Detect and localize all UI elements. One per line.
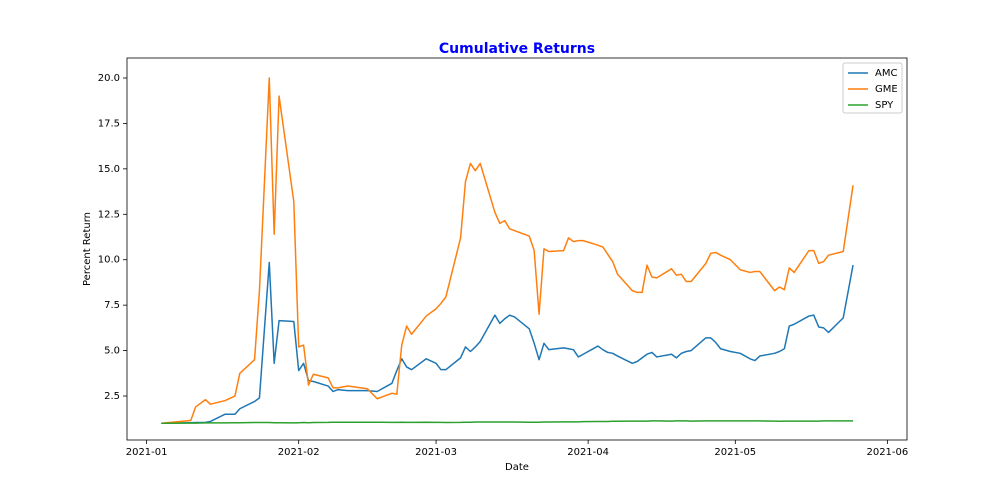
legend-box (842, 62, 903, 114)
y-tick-label: 15.0 (98, 164, 120, 175)
chart-title: Cumulative Returns (439, 41, 595, 57)
x-tick-label: 2021-01 (126, 447, 168, 458)
legend-label: GME (875, 84, 898, 95)
x-tick-label: 2021-03 (415, 447, 457, 458)
x-tick-label: 2021-05 (714, 447, 756, 458)
y-tick-label: 7.5 (104, 300, 120, 311)
y-tick-label: 17.5 (98, 118, 120, 129)
legend-label: SPY (875, 100, 894, 111)
x-tick-label: 2021-06 (866, 447, 908, 458)
x-tick-label: 2021-04 (567, 447, 609, 458)
line-series (161, 77, 854, 425)
y-tick-label: 2.5 (104, 391, 120, 402)
y-tick-label: 5.0 (104, 346, 120, 357)
x-tick-label: 2021-02 (278, 447, 320, 458)
line-series (161, 420, 854, 425)
legend-label: AMC (875, 68, 897, 79)
y-tick-label: 10.0 (98, 255, 120, 266)
x-axis-label: Date (505, 462, 529, 473)
y-tick-label: 20.0 (98, 73, 120, 84)
plot-frame (126, 57, 908, 441)
y-tick-label: 12.5 (98, 209, 120, 220)
y-axis-label: Percent Return (82, 212, 93, 286)
line-series (161, 261, 854, 425)
